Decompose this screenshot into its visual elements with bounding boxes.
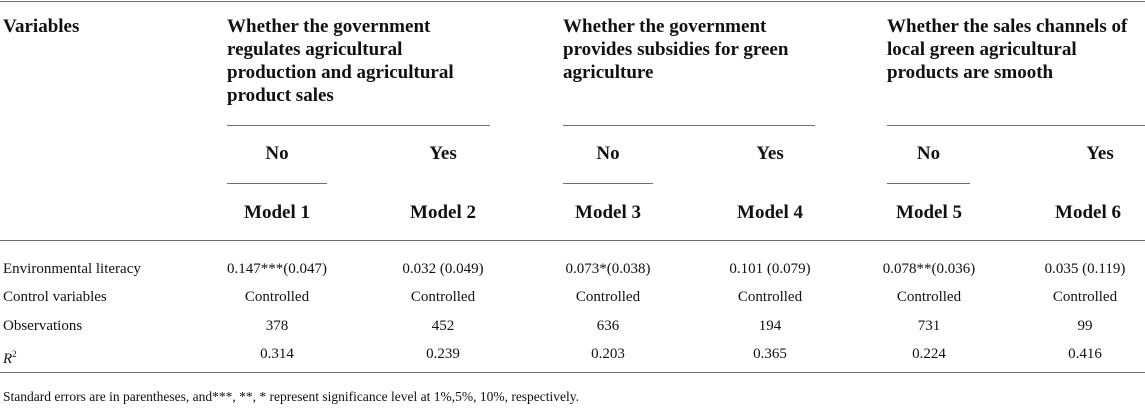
subheader-no-3: No	[916, 143, 941, 164]
group2-rule	[563, 125, 815, 126]
cell-r3-m4: 194	[758, 318, 782, 334]
row-label-environmental-literacy: Environmental literacy	[3, 261, 141, 277]
cell-r4-m4: 0.365	[753, 346, 787, 362]
group3-no-rule	[887, 183, 970, 184]
row-label-observations: Observations	[3, 318, 83, 334]
variables-header: Variables	[3, 16, 80, 37]
table-top-rule	[0, 1, 1145, 2]
cell-r3-m2: 452	[431, 318, 455, 334]
cell-r4-m1: 0.314	[260, 346, 294, 362]
subheader-yes-2: Yes	[756, 143, 784, 164]
cell-r2-m3: Controlled	[575, 289, 641, 305]
model-2-header: Model 2	[410, 202, 476, 223]
model-4-header: Model 4	[737, 202, 803, 223]
subheader-no-2: No	[596, 143, 620, 164]
cell-r1-m5: 0.078**(0.036)	[882, 261, 976, 277]
table-bottom-rule	[0, 372, 1145, 373]
model-1-header: Model 1	[244, 202, 310, 223]
header-bottom-rule	[0, 240, 1145, 241]
table-footnote: Standard errors are in parentheses, and*…	[3, 389, 580, 404]
row-label-control-variables: Control variables	[3, 289, 107, 305]
subheader-no-1: No	[265, 143, 289, 164]
cell-r2-m2: Controlled	[410, 289, 476, 305]
row-label-r-squared: R2	[3, 344, 17, 369]
cell-r4-m6: 0.416	[1068, 346, 1102, 362]
group2-no-rule	[563, 183, 653, 184]
group3-rule	[887, 125, 1145, 126]
cell-r1-m1: 0.147***(0.047)	[227, 261, 327, 277]
r-squared-letter: R	[3, 351, 13, 367]
cell-r3-m3: 636	[596, 318, 620, 334]
cell-r2-m6: Controlled	[1052, 289, 1118, 305]
cell-r2-m5: Controlled	[896, 289, 962, 305]
group1-no-rule	[227, 183, 327, 184]
subheader-yes-3: Yes	[1086, 143, 1114, 164]
subheader-yes-1: Yes	[429, 143, 457, 164]
cell-r2-m1: Controlled	[244, 289, 310, 305]
group-title-subsidies: Whether the government provides subsidie…	[563, 16, 789, 83]
group-title-sales-channels: Whether the sales channels of local gree…	[887, 16, 1128, 83]
model-5-header: Model 5	[896, 202, 962, 223]
cell-r4-m5: 0.224	[912, 346, 946, 362]
group1-rule	[227, 125, 490, 126]
cell-r1-m4: 0.101 (0.079)	[729, 261, 811, 277]
cell-r4-m3: 0.203	[591, 346, 625, 362]
group-title-regulation: Whether the government regulates agricul…	[227, 16, 454, 106]
cell-r1-m6: 0.035 (0.119)	[1044, 261, 1126, 277]
cell-r3-m1: 378	[265, 318, 289, 334]
cell-r3-m6: 99	[1077, 318, 1093, 334]
cell-r1-m2: 0.032 (0.049)	[402, 261, 484, 277]
r-squared-superscript: 2	[12, 349, 17, 359]
cell-r1-m3: 0.073*(0.038)	[565, 261, 651, 277]
model-3-header: Model 3	[575, 202, 641, 223]
cell-r2-m4: Controlled	[737, 289, 803, 305]
model-6-header: Model 6	[1055, 202, 1121, 223]
cell-r4-m2: 0.239	[426, 346, 460, 362]
cell-r3-m5: 731	[917, 318, 941, 334]
